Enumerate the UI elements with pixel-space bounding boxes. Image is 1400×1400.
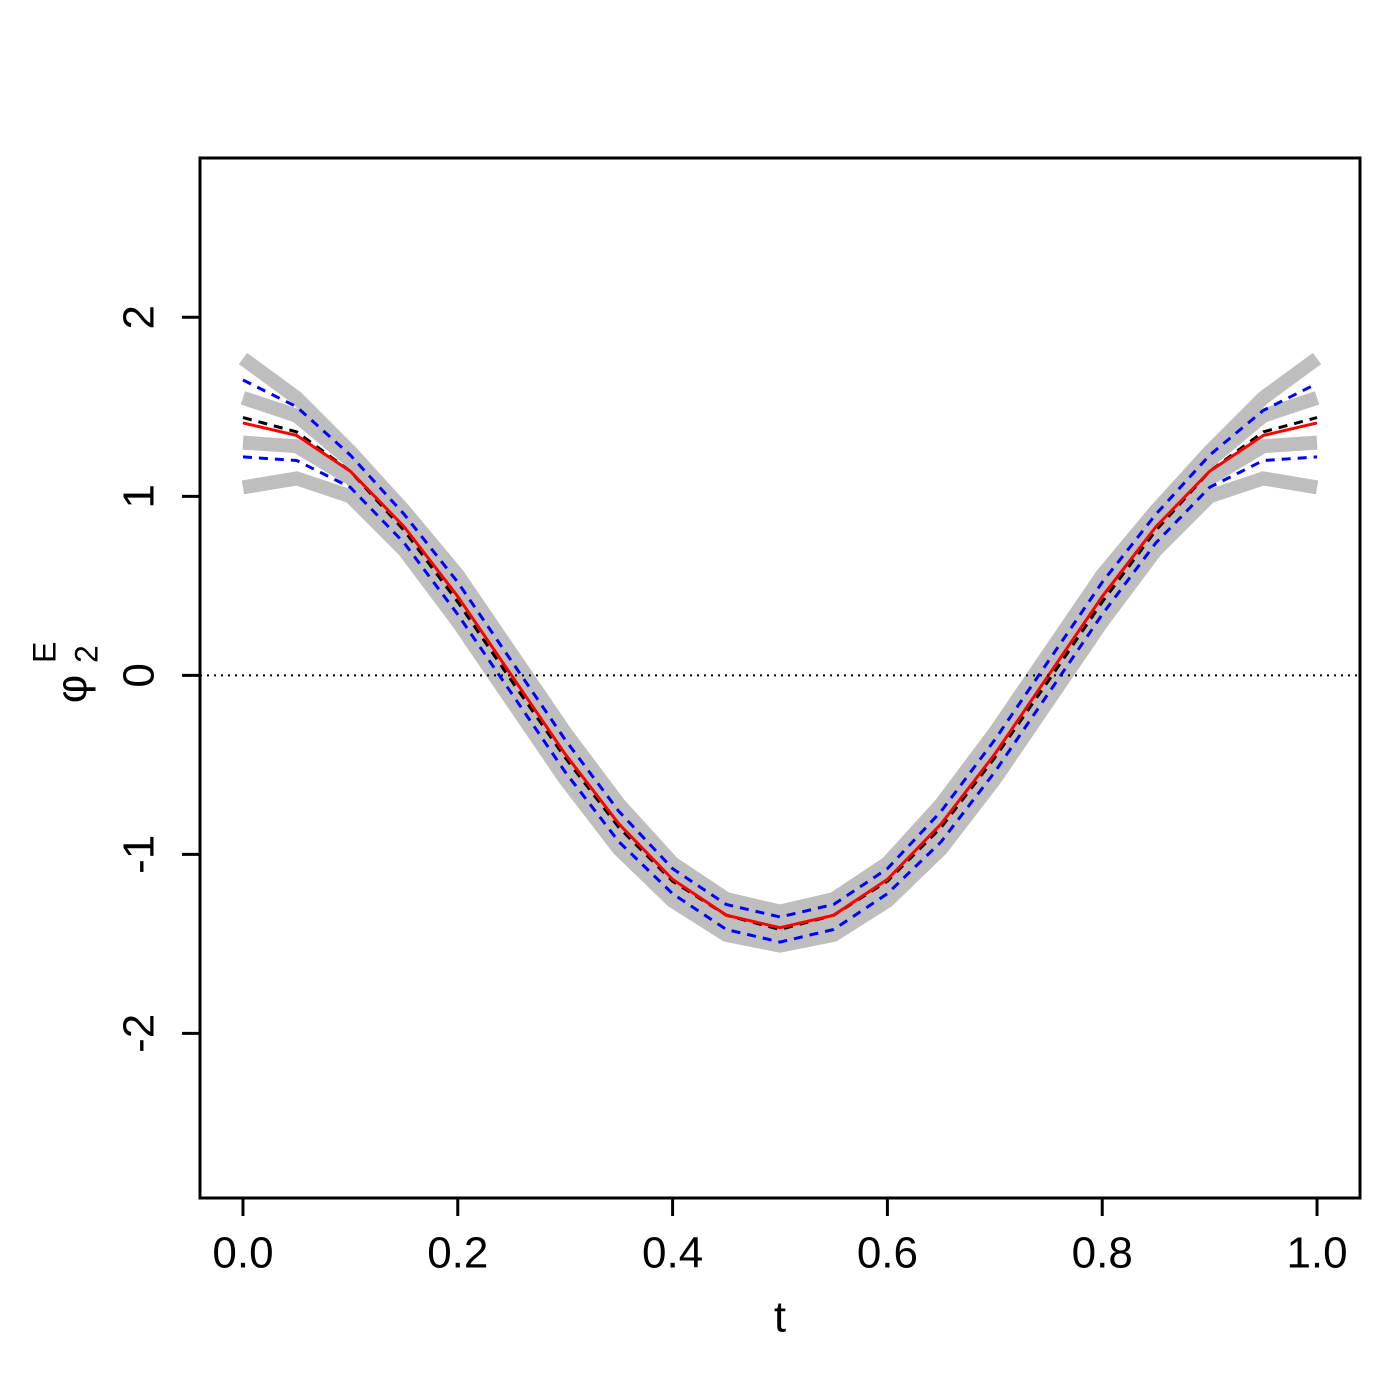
series-line xyxy=(242,455,1318,944)
series-line xyxy=(240,391,1320,930)
x-tick-label: 0.2 xyxy=(427,1229,488,1278)
x-axis-title: t xyxy=(774,1293,786,1342)
x-tick-label: 0.8 xyxy=(1072,1229,1133,1278)
y-tick-label: 1 xyxy=(115,484,164,508)
y-axis-title: φ 2 E xyxy=(26,642,104,704)
series-line xyxy=(238,352,1322,919)
x-tick-label: 0.6 xyxy=(857,1229,918,1278)
x-tick-label: 0.4 xyxy=(642,1229,703,1278)
series-line xyxy=(242,435,1318,943)
series-line xyxy=(242,421,1318,930)
series-line xyxy=(242,416,1318,932)
x-tick-label: 1.0 xyxy=(1286,1229,1347,1278)
series-line xyxy=(241,471,1319,953)
y-tick-label: 2 xyxy=(115,305,164,329)
y-title-symbol: φ xyxy=(48,675,97,704)
y-title-superscript: E xyxy=(26,642,62,663)
y-tick-label: -2 xyxy=(115,1014,164,1053)
y-tick-label: 0 xyxy=(115,663,164,687)
y-tick-label: -1 xyxy=(115,835,164,874)
series-line xyxy=(242,378,1318,919)
x-tick-label: 0.0 xyxy=(212,1229,273,1278)
y-title-subscript: 2 xyxy=(68,645,104,663)
plot-frame xyxy=(198,156,1362,1200)
